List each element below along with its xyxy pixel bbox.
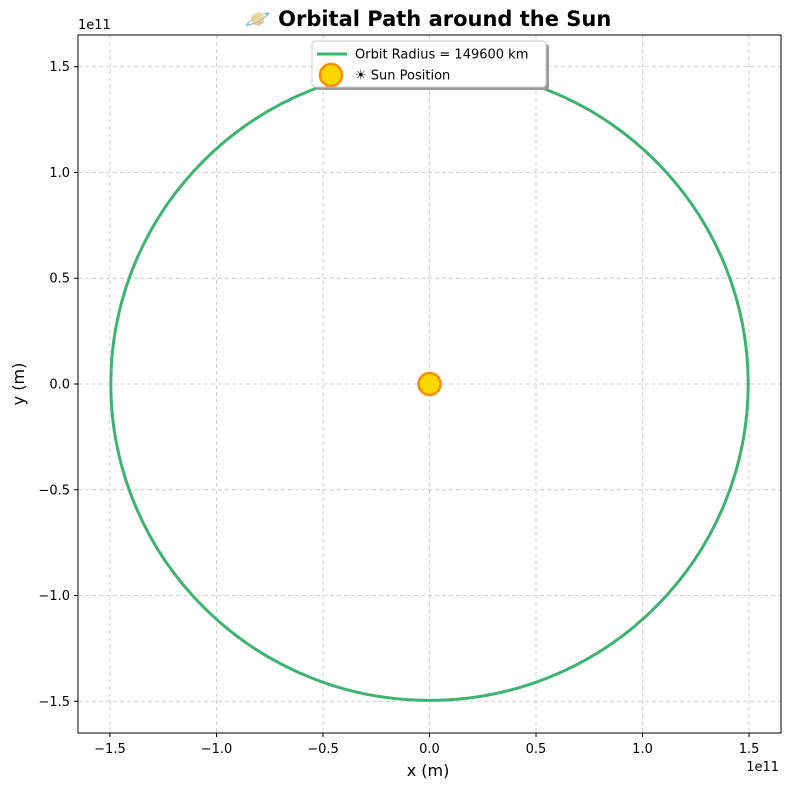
legend-sun-swatch (318, 62, 344, 88)
x-tick-label: 1.0 (632, 742, 653, 757)
x-tick-label: −0.5 (307, 742, 339, 757)
y-tick-label: 0.5 (49, 272, 70, 287)
x-axis-label: x (m) (407, 761, 450, 780)
chart-title: 🪐 Orbital Path around the Sun (245, 7, 612, 31)
x-tick-label: 1.5 (739, 742, 760, 757)
y-tick-label: −1.5 (38, 695, 70, 710)
x-tick-label: 0.0 (419, 742, 440, 757)
y-tick-label: −0.5 (38, 483, 70, 498)
sun-marker (417, 371, 442, 397)
x-tick-label: −1.0 (201, 742, 233, 757)
y-tick-label: 1.0 (49, 166, 70, 181)
y-axis-label: y (m) (9, 363, 28, 406)
y-tick-label: −1.0 (38, 589, 70, 604)
y-axis-offset-text: 1e11 (78, 18, 111, 33)
y-tick-label: 1.5 (49, 60, 70, 75)
x-axis-offset-text: 1e11 (746, 760, 779, 775)
x-tick-label: −1.5 (94, 742, 126, 757)
x-tick-label: 0.5 (526, 742, 547, 757)
legend-box (311, 40, 547, 88)
x-axis-ticks: −1.5 −1.0 −0.5 0.0 0.5 1.0 1.5 (94, 733, 759, 757)
legend: Orbit Radius = 149600 km ☀ Sun Position (311, 40, 549, 90)
legend-label: ☀ Sun Position (355, 69, 450, 84)
y-axis-ticks: −1.5 −1.0 −0.5 0.0 0.5 1.0 1.5 (38, 60, 78, 710)
y-tick-label: 0.0 (49, 378, 70, 393)
legend-label: Orbit Radius = 149600 km (355, 48, 528, 63)
